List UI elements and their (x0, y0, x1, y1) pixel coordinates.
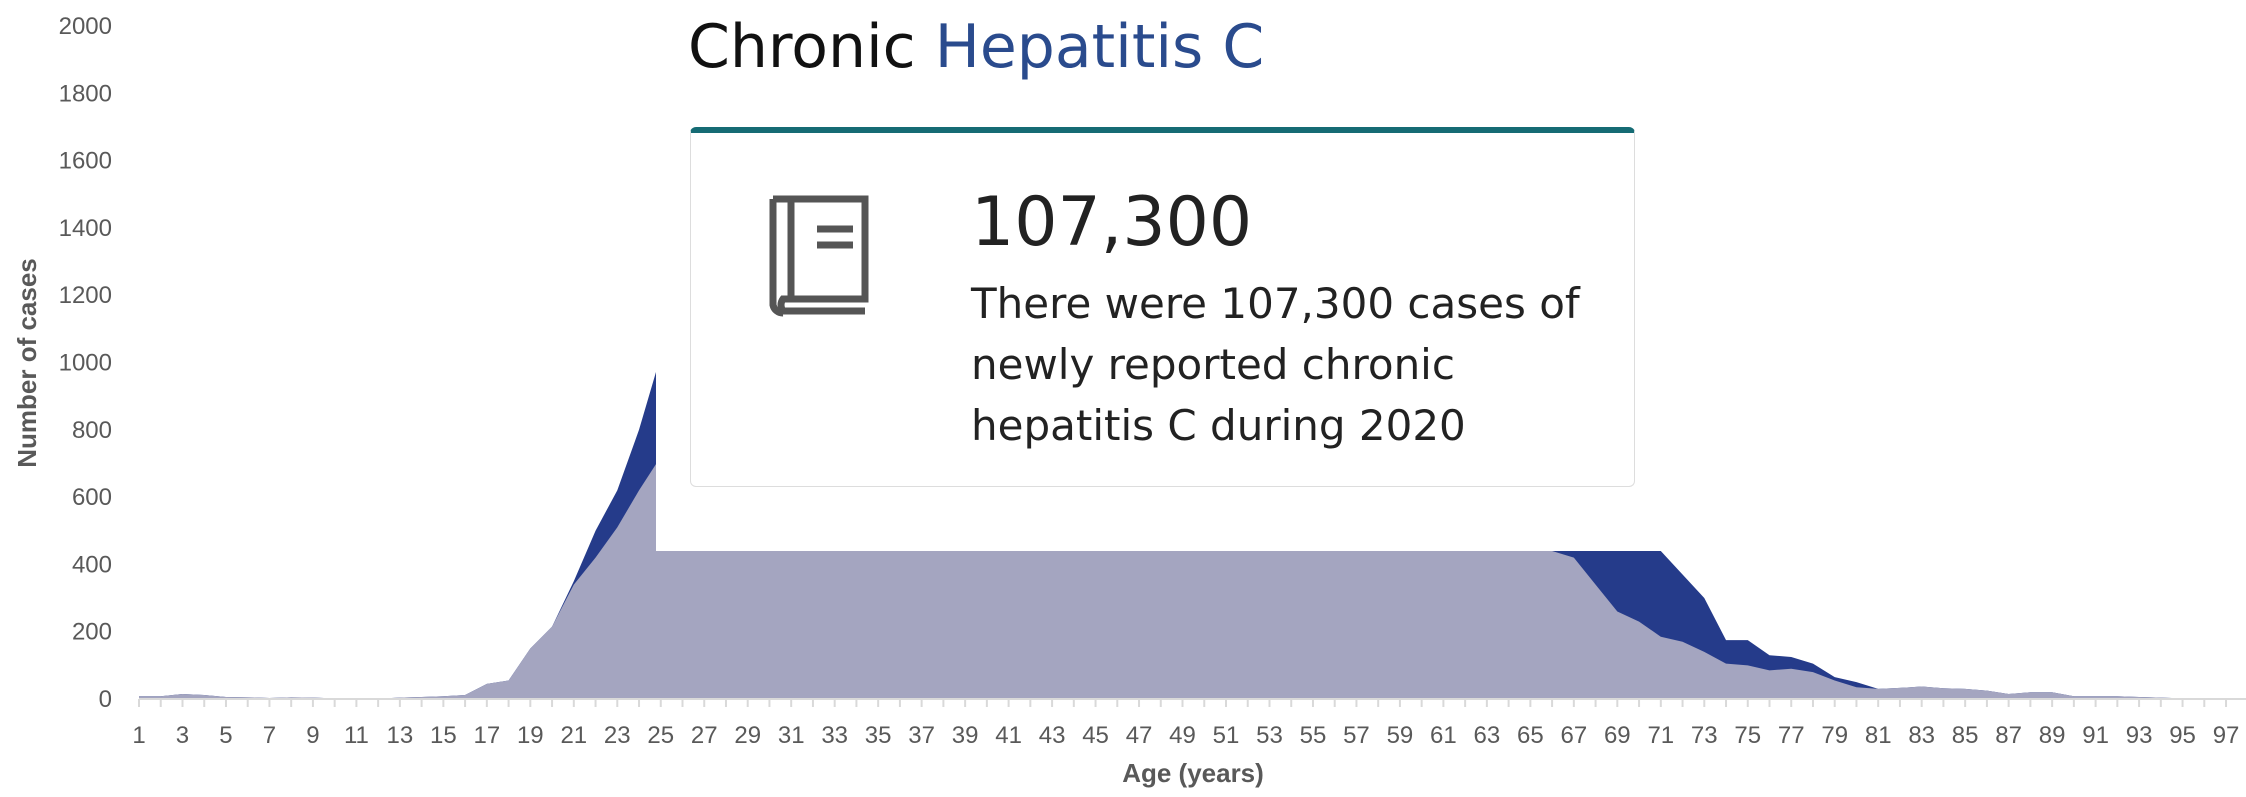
x-tick-label: 85 (1952, 722, 1979, 749)
x-tick-label: 47 (1126, 722, 1153, 749)
card-text-line: newly reported chronic (971, 340, 1455, 389)
x-tick-label: 31 (778, 722, 805, 749)
card-text: There were 107,300 cases of newly reporte… (971, 273, 1580, 456)
x-tick-label: 27 (691, 722, 718, 749)
y-tick-label: 1800 (59, 80, 112, 107)
x-tick-label: 71 (1647, 722, 1674, 749)
x-tick-label: 59 (1387, 722, 1414, 749)
title-lead: Chronic (688, 12, 916, 82)
x-tick-label: 57 (1343, 722, 1370, 749)
y-tick-label: 600 (72, 484, 112, 511)
x-tick-label: 33 (821, 722, 848, 749)
x-tick-label: 53 (1256, 722, 1283, 749)
x-tick-label: 21 (560, 722, 587, 749)
x-tick-label: 87 (1995, 722, 2022, 749)
x-tick-label: 45 (1082, 722, 1109, 749)
y-tick-label: 1000 (59, 350, 112, 377)
y-tick-label: 0 (99, 686, 112, 713)
card-text-line: hepatitis C during 2020 (971, 401, 1466, 450)
title: Chronic Hepatitis C (688, 12, 1264, 82)
x-tick-label: 13 (387, 722, 414, 749)
x-axis-label: Age (years) (1122, 758, 1264, 788)
x-tick-label: 95 (2169, 722, 2196, 749)
x-tick-label: 9 (306, 722, 319, 749)
x-tick-label: 77 (1778, 722, 1805, 749)
x-tick-label: 81 (1865, 722, 1892, 749)
x-tick-label: 19 (517, 722, 544, 749)
y-tick-label: 800 (72, 417, 112, 444)
x-tick-label: 63 (1474, 722, 1501, 749)
x-tick-label: 61 (1430, 722, 1457, 749)
x-tick-label: 65 (1517, 722, 1544, 749)
y-tick-label: 400 (72, 551, 112, 578)
x-tick-label: 35 (865, 722, 892, 749)
card-text-line: There were 107,300 cases of (971, 279, 1580, 328)
x-tick-label: 1 (132, 722, 145, 749)
x-tick-label: 69 (1604, 722, 1631, 749)
x-tick-label: 75 (1734, 722, 1761, 749)
x-tick-label: 93 (2126, 722, 2153, 749)
x-tick-label: 49 (1169, 722, 1196, 749)
x-tick-label: 25 (647, 722, 674, 749)
x-tick-label: 39 (952, 722, 979, 749)
x-tick-label: 79 (1821, 722, 1848, 749)
book-icon (769, 195, 869, 317)
title-accent: Hepatitis C (934, 12, 1265, 82)
x-tick-label: 3 (176, 722, 189, 749)
x-tick-label: 43 (1039, 722, 1066, 749)
x-tick-label: 37 (908, 722, 935, 749)
x-tick-label: 89 (2039, 722, 2066, 749)
x-tick-label: 7 (263, 722, 276, 749)
x-tick-label: 11 (344, 722, 369, 749)
x-tick-label: 73 (1691, 722, 1718, 749)
x-tick-label: 97 (2213, 722, 2240, 749)
y-tick-label: 1200 (59, 282, 112, 309)
x-tick-label: 83 (1908, 722, 1935, 749)
x-tick-label: 29 (734, 722, 761, 749)
y-axis-label: Number of cases (12, 258, 42, 468)
x-tick-label: 67 (1560, 722, 1587, 749)
x-tick-label: 5 (219, 722, 232, 749)
card: 107,300 There were 107,300 cases of newly… (690, 127, 1635, 487)
x-tick-label: 17 (473, 722, 500, 749)
x-tick-label: 91 (2082, 722, 2109, 749)
x-tick-label: 51 (1213, 722, 1240, 749)
x-tick-label: 23 (604, 722, 631, 749)
y-tick-label: 2000 (59, 13, 112, 40)
y-tick-label: 200 (72, 619, 112, 646)
x-tick-label: 55 (1300, 722, 1327, 749)
x-tick-label: 15 (430, 722, 457, 749)
card-value: 107,300 (971, 183, 1253, 262)
y-tick-label: 1400 (59, 215, 112, 242)
x-tick-label: 41 (995, 722, 1022, 749)
y-tick-label: 1600 (59, 148, 112, 175)
